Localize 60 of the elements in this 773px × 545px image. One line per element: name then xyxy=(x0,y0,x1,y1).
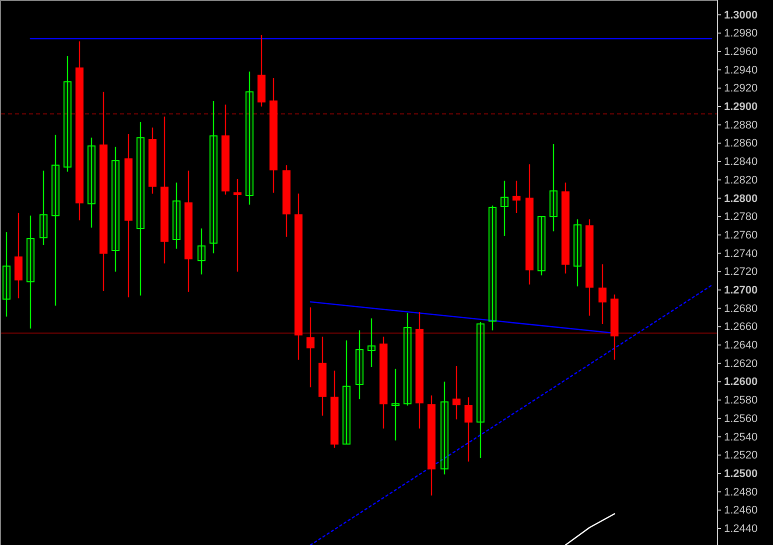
y-tick-label: 1.2640 xyxy=(724,340,758,352)
y-tick-label: 1.2780 xyxy=(724,211,758,224)
candlestick xyxy=(172,182,180,250)
y-tick-label: 1.2740 xyxy=(724,248,758,260)
candlestick xyxy=(306,306,314,388)
y-tick-label: 1.2440 xyxy=(724,523,758,536)
y-tick-label: 1.2500 xyxy=(724,468,758,480)
y-tick-label: 1.2700 xyxy=(724,284,758,296)
candlestick xyxy=(136,121,144,296)
candlestick xyxy=(14,212,22,299)
y-tick-label: 1.2560 xyxy=(724,412,758,425)
y-tick-label: 1.2980 xyxy=(724,28,758,40)
candlestick xyxy=(464,396,472,462)
candlestick xyxy=(500,180,508,236)
candlestick xyxy=(234,178,242,272)
candlestick xyxy=(488,204,496,331)
candlestick xyxy=(112,146,120,272)
y-tick-label: 1.2660 xyxy=(724,321,758,334)
y-tick-label: 1.2620 xyxy=(724,358,758,370)
candlestick xyxy=(198,228,206,275)
y-tick-label: 1.2600 xyxy=(724,376,758,388)
y-tick-label: 1.2820 xyxy=(724,174,758,186)
y-tick-label: 1.2880 xyxy=(724,119,758,132)
y-tick-label: 1.2920 xyxy=(724,82,758,95)
candlestick xyxy=(40,170,48,246)
candlestick xyxy=(64,55,72,172)
candlestick xyxy=(88,137,96,228)
candlestick xyxy=(210,100,218,254)
y-tick-label: 1.2720 xyxy=(724,266,758,278)
y-tick-label: 1.2900 xyxy=(724,101,758,114)
y-tick-label: 1.2460 xyxy=(724,504,758,517)
candlestick xyxy=(598,264,606,325)
y-tick-label: 1.2580 xyxy=(724,394,758,407)
y-tick-label: 1.2860 xyxy=(724,138,758,150)
y-tick-label: 1.2800 xyxy=(724,192,758,205)
candlestick xyxy=(476,321,484,458)
candlestick xyxy=(342,340,350,445)
y-tick-label: 1.2960 xyxy=(724,46,758,58)
candlestick xyxy=(538,216,546,276)
candlestick xyxy=(550,144,558,232)
candlestick xyxy=(52,134,60,306)
y-tick-label: 1.2520 xyxy=(724,450,758,462)
y-tick-label: 1.2840 xyxy=(724,156,758,168)
candlestick xyxy=(404,312,412,406)
y-tick-label: 1.2480 xyxy=(724,486,758,498)
candlestick xyxy=(246,71,254,206)
candlestick xyxy=(440,381,448,475)
y-tick-label: 1.2760 xyxy=(724,229,758,242)
y-tick-label: 1.2940 xyxy=(724,64,758,76)
candlestick xyxy=(26,215,34,330)
y-tick-label: 1.3000 xyxy=(724,9,758,22)
candlestick xyxy=(574,218,582,287)
candlestick xyxy=(356,330,364,400)
candlestick xyxy=(2,232,10,318)
candlestick xyxy=(452,366,460,420)
candlestick xyxy=(368,318,376,368)
y-tick-label: 1.2540 xyxy=(724,431,758,444)
y-tick-label: 1.2680 xyxy=(724,302,758,315)
candlestick xyxy=(512,180,520,214)
candlestick xyxy=(392,368,400,442)
